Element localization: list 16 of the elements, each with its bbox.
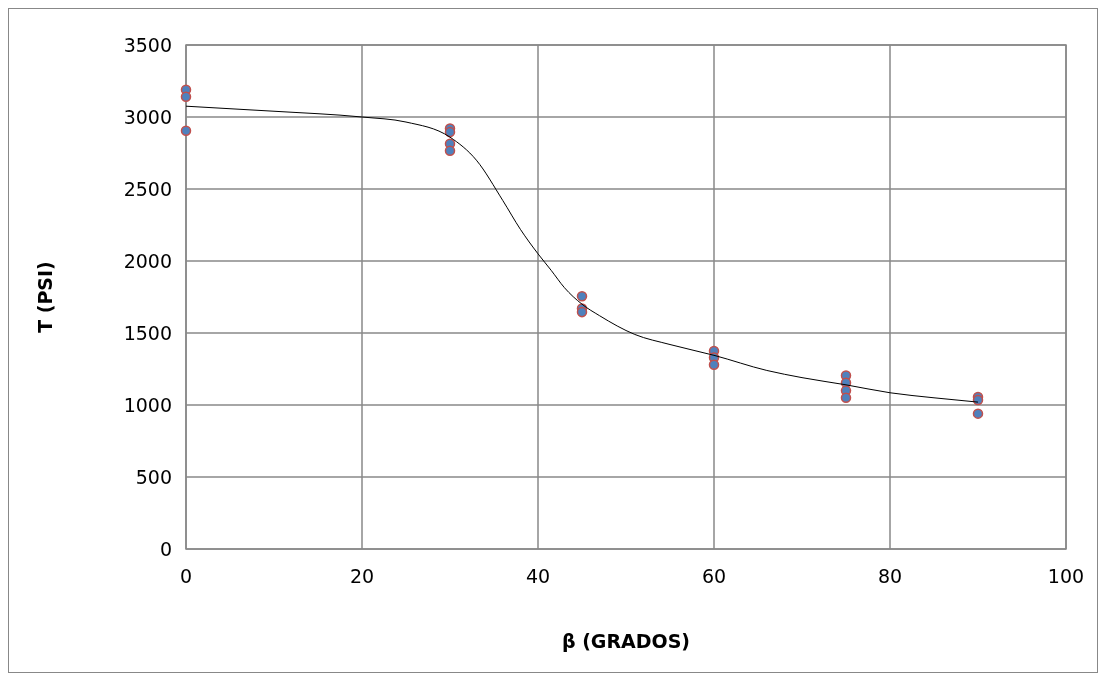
x-axis-title: β (GRADOS) [561, 630, 691, 652]
y-tick-label: 1500 [123, 321, 172, 344]
x-tick-label: 60 [701, 565, 727, 587]
x-tick-label: 80 [877, 565, 903, 587]
y-tick-label: 2000 [123, 249, 172, 272]
y-axis-title: T (PSI) [34, 261, 56, 333]
y-tick-label: 2500 [123, 177, 172, 200]
x-tick-label: 0 [179, 565, 193, 587]
x-tick-label: 20 [349, 565, 375, 587]
x-tick-label: 100 [1047, 565, 1085, 587]
y-tick-label: 3000 [123, 105, 172, 128]
x-tick-label: 40 [525, 565, 551, 587]
y-tick-label: 3500 [123, 33, 172, 56]
y-tick-label: 0 [159, 537, 172, 560]
y-tick-label: 500 [135, 465, 172, 488]
y-tick-label: 1000 [123, 393, 172, 416]
